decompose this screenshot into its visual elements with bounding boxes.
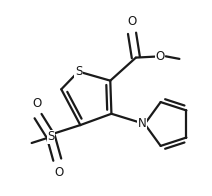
Text: O: O xyxy=(54,166,63,179)
Text: S: S xyxy=(75,65,82,78)
Text: S: S xyxy=(47,130,54,143)
Text: O: O xyxy=(127,15,137,28)
Text: O: O xyxy=(156,50,165,63)
Text: N: N xyxy=(138,117,146,131)
Text: O: O xyxy=(32,97,41,110)
